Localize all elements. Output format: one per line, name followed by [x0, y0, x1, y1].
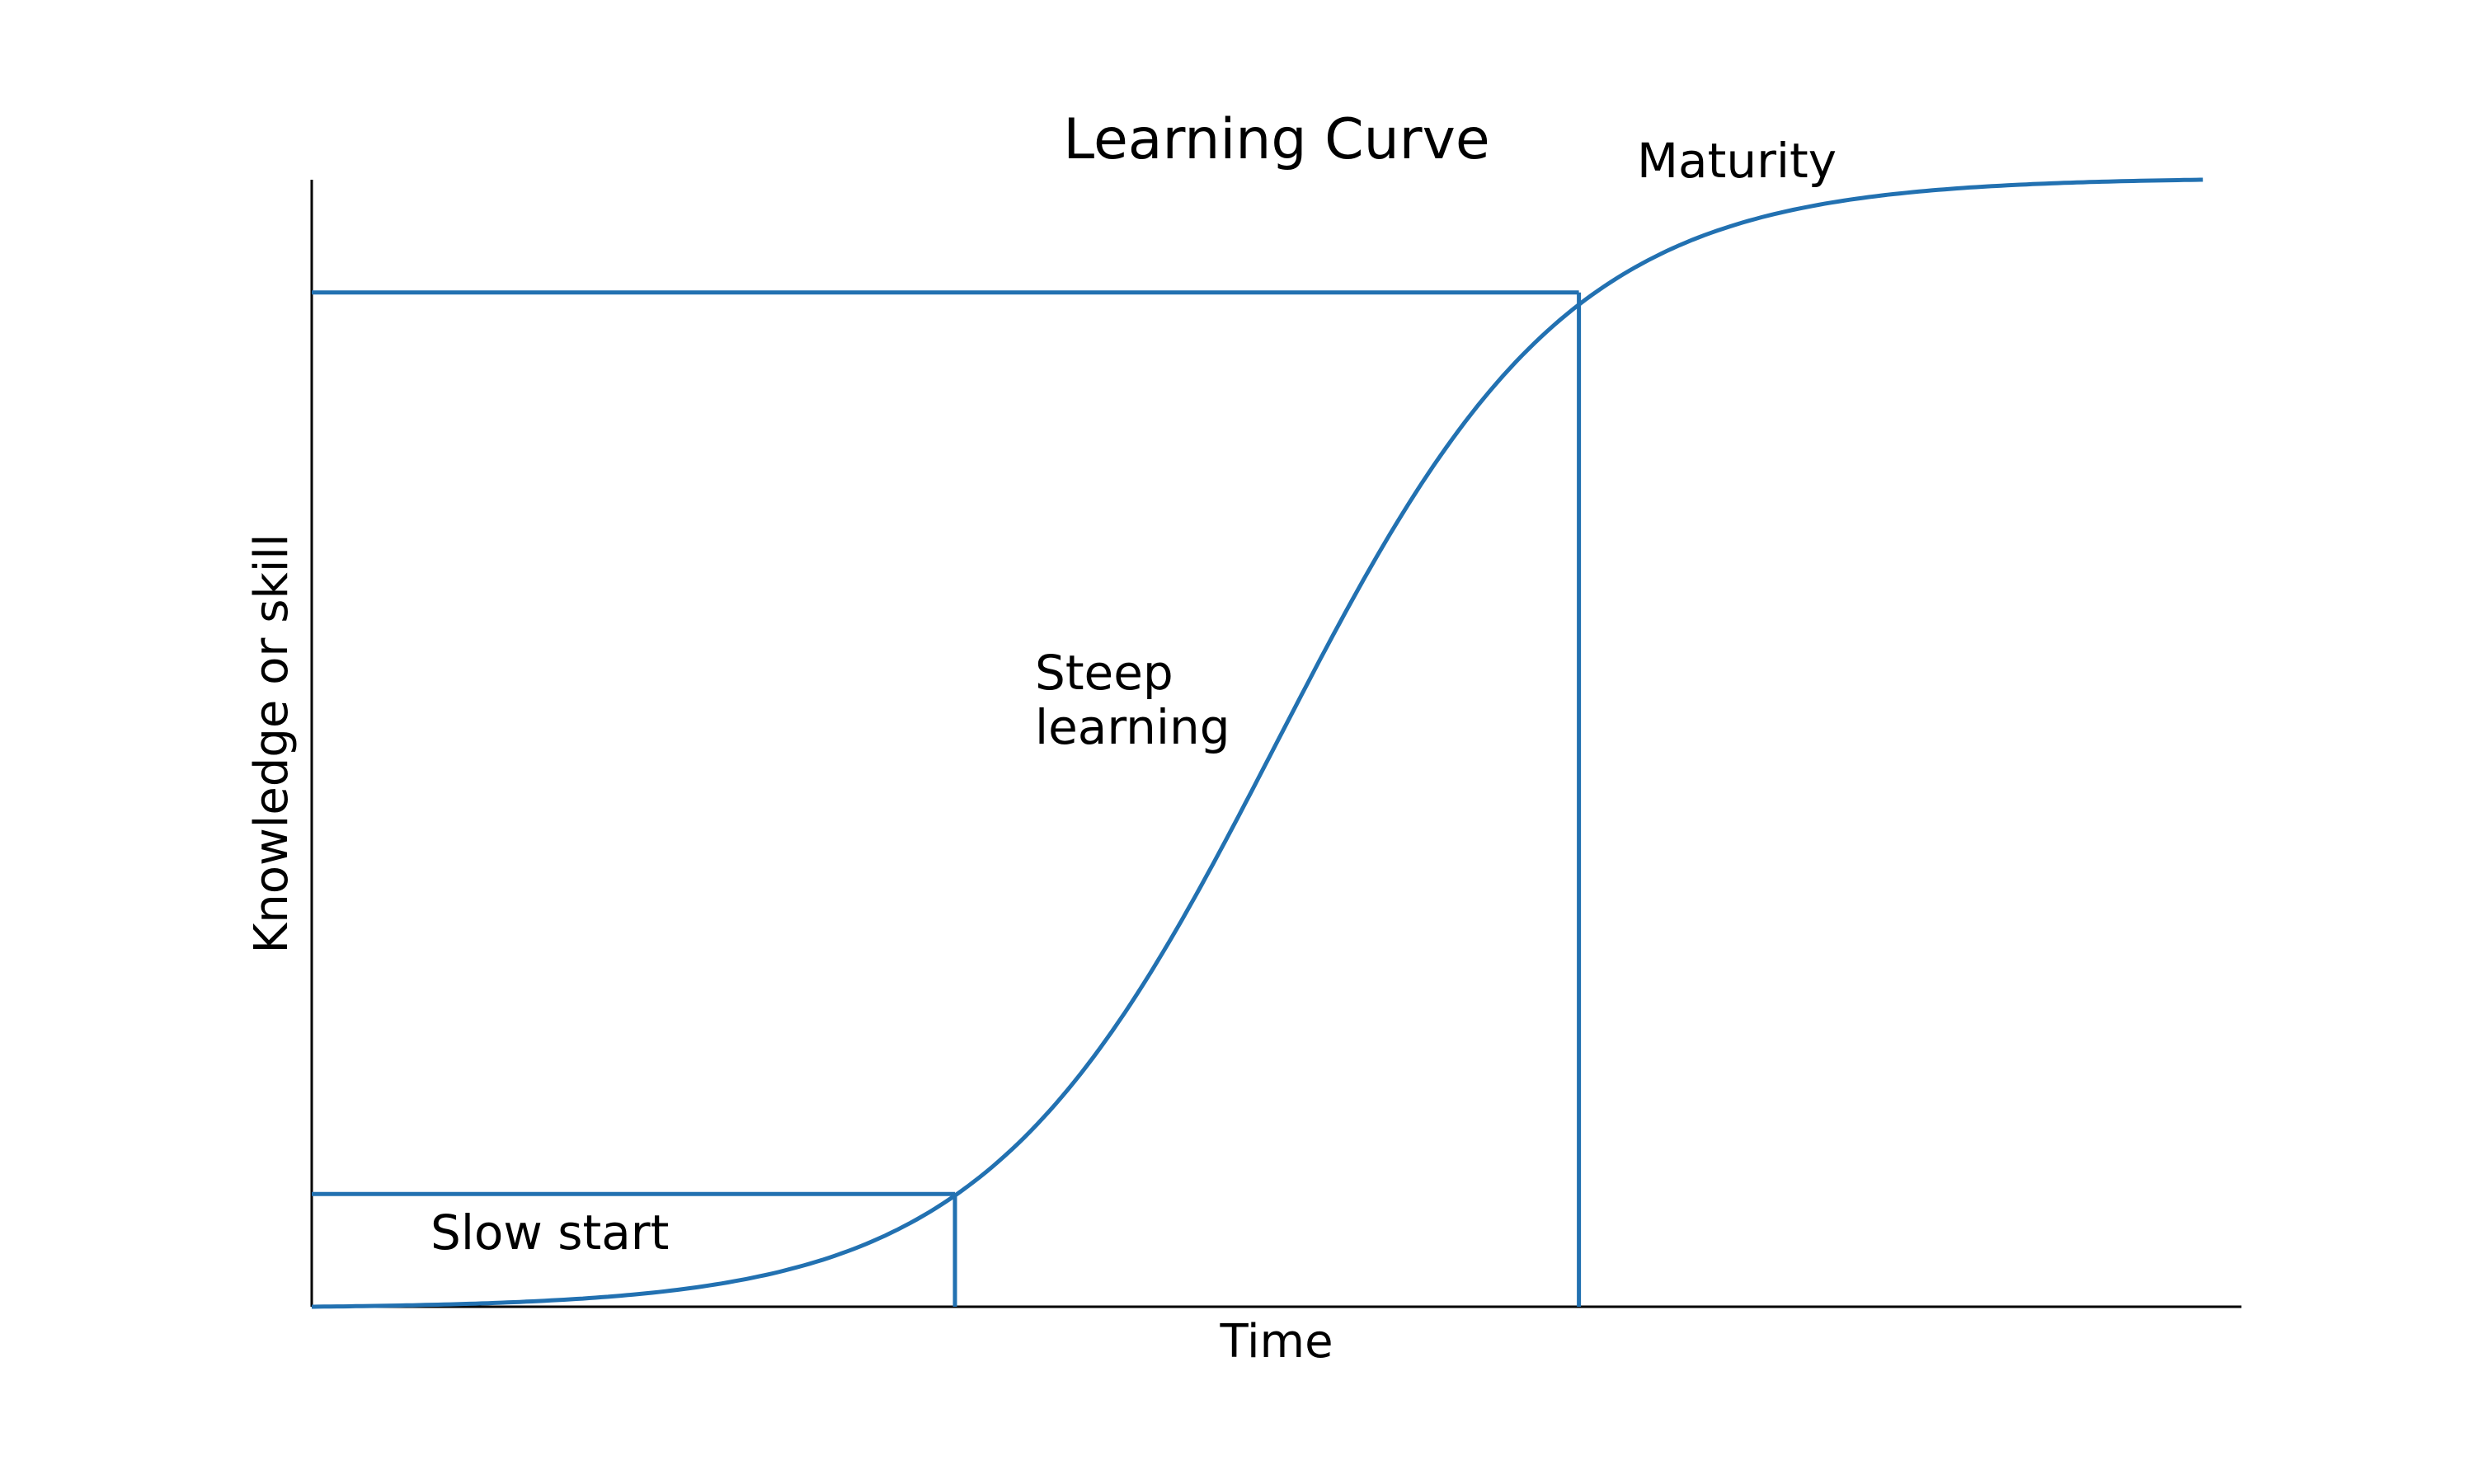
annotation-maturity: Maturity — [1637, 133, 1837, 189]
y-axis-label: Knowledge or skill — [245, 533, 299, 953]
annotation-line: Steep — [1035, 645, 1174, 701]
axes — [310, 180, 2241, 1308]
reference-lines — [312, 290, 1582, 1307]
chart-title: Learning Curve — [1063, 107, 1489, 172]
annotation-line: learning — [1035, 699, 1230, 755]
annotation-slow-start: Slow start — [430, 1205, 669, 1261]
annotation-line: Maturity — [1637, 133, 1837, 189]
x-axis-label: Time — [1219, 1315, 1333, 1369]
annotation-steep-learning: Steep learning — [1035, 645, 1230, 755]
learning-curve-line — [311, 177, 2204, 1309]
annotation-line: Slow start — [430, 1205, 669, 1261]
